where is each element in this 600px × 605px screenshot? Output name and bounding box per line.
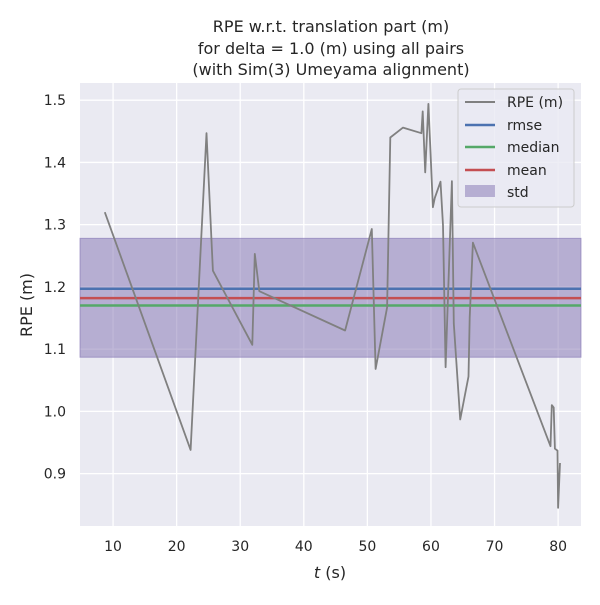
chart-title-line-3: (with Sim(3) Umeyama alignment): [192, 60, 469, 79]
y-tick-label: 1.3: [44, 218, 66, 234]
chart-title-line-2: for delta = 1.0 (m) using all pairs: [198, 39, 464, 58]
legend-box: [457, 88, 575, 208]
y-tick-labels: 0.9 1.0 1.1 1.2 1.3 1.4 1.5: [44, 93, 66, 482]
y-tick-label: 1.0: [44, 404, 66, 420]
legend-swatch-std: [465, 185, 495, 197]
legend-label-median: median: [507, 140, 559, 156]
y-tick-label: 1.2: [44, 280, 66, 296]
legend-label-rpe: RPE (m): [507, 95, 563, 111]
x-tick-labels: 10 20 30 40 50 60 70 80: [104, 539, 567, 555]
legend-label-mean: mean: [507, 163, 547, 179]
y-tick-label: 1.4: [44, 155, 66, 171]
x-tick-label: 10: [104, 539, 122, 555]
x-tick-label: 60: [422, 539, 440, 555]
legend: RPE (m) rmse median mean std: [457, 88, 575, 208]
x-tick-label: 70: [486, 539, 504, 555]
y-tick-label: 0.9: [44, 467, 66, 483]
legend-label-rmse: rmse: [507, 118, 542, 134]
y-tick-label: 1.5: [44, 93, 66, 109]
y-tick-label: 1.1: [44, 342, 66, 358]
series-layer: [103, 103, 561, 509]
x-tick-label: 80: [549, 539, 567, 555]
legend-label-std: std: [507, 185, 529, 201]
x-tick-label: 50: [358, 539, 376, 555]
x-axis-label: t (s): [314, 563, 346, 582]
y-axis-label: RPE (m): [17, 273, 36, 337]
x-tick-label: 20: [168, 539, 186, 555]
x-tick-label: 40: [295, 539, 313, 555]
rpe-series-line: [103, 103, 561, 509]
x-tick-label: 30: [231, 539, 249, 555]
chart-title-line-1: RPE w.r.t. translation part (m): [213, 17, 449, 36]
